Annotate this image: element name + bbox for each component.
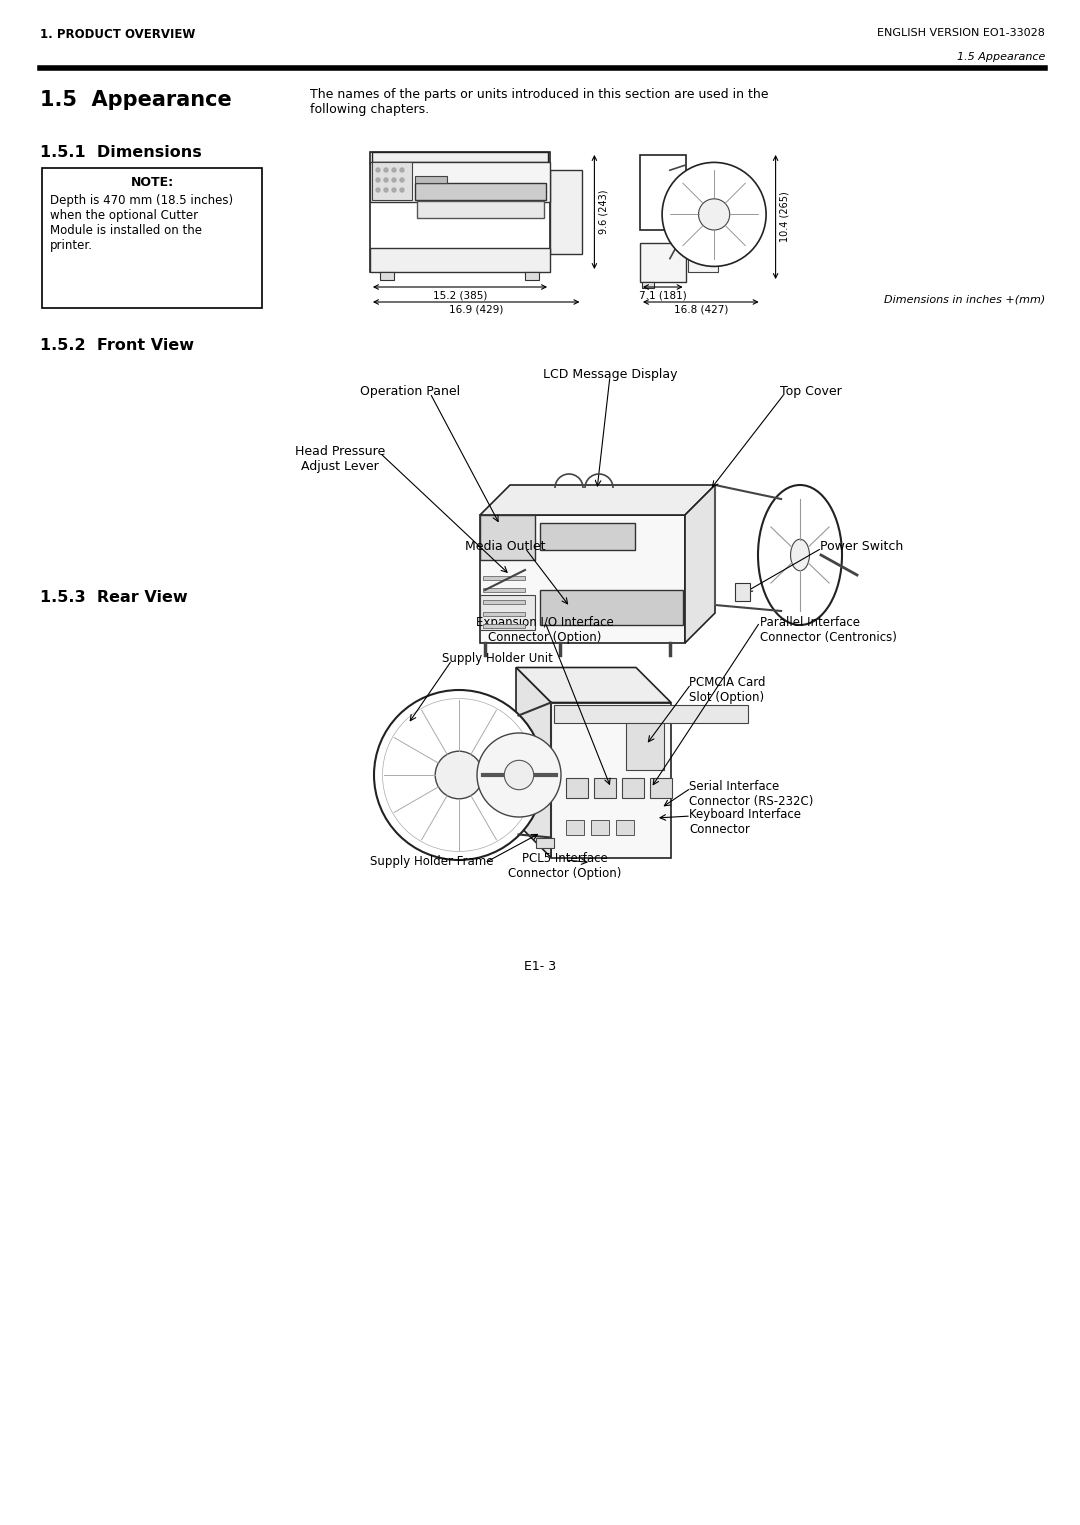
Polygon shape bbox=[540, 590, 683, 625]
Bar bbox=[616, 820, 634, 836]
Bar bbox=[42, 168, 262, 308]
Text: 1. PRODUCT OVERVIEW: 1. PRODUCT OVERVIEW bbox=[40, 27, 195, 41]
Bar bbox=[536, 837, 554, 848]
Text: 16.8 (427): 16.8 (427) bbox=[674, 305, 728, 316]
Bar bbox=[554, 705, 748, 723]
Ellipse shape bbox=[791, 540, 809, 570]
Circle shape bbox=[400, 188, 404, 192]
Bar bbox=[415, 175, 447, 183]
Circle shape bbox=[374, 689, 544, 860]
Bar bbox=[735, 583, 750, 601]
Text: Parallel Interface
Connector (Centronics): Parallel Interface Connector (Centronics… bbox=[760, 616, 896, 644]
Bar bbox=[594, 778, 616, 798]
Circle shape bbox=[400, 178, 404, 181]
Bar bbox=[483, 624, 525, 628]
Text: Supply Holder Unit: Supply Holder Unit bbox=[442, 653, 553, 665]
Text: 16.9 (429): 16.9 (429) bbox=[449, 305, 503, 316]
Text: Serial Interface
Connector (RS-232C): Serial Interface Connector (RS-232C) bbox=[689, 779, 813, 808]
Text: ENGLISH VERSION EO1-33028: ENGLISH VERSION EO1-33028 bbox=[877, 27, 1045, 38]
Text: The names of the parts or units introduced in this section are used in the
follo: The names of the parts or units introduc… bbox=[310, 88, 769, 116]
Text: Operation Panel: Operation Panel bbox=[360, 384, 460, 398]
Bar bbox=[483, 599, 525, 604]
Text: Dimensions in inches +(mm): Dimensions in inches +(mm) bbox=[883, 294, 1045, 305]
Text: 1.5.2  Front View: 1.5.2 Front View bbox=[40, 339, 194, 352]
Bar bbox=[626, 720, 664, 770]
Bar bbox=[591, 820, 609, 836]
Bar bbox=[566, 778, 588, 798]
Bar bbox=[372, 152, 548, 162]
Text: 1.5.1  Dimensions: 1.5.1 Dimensions bbox=[40, 145, 202, 160]
Bar bbox=[483, 576, 525, 580]
Circle shape bbox=[376, 188, 380, 192]
Text: Keyboard Interface
Connector: Keyboard Interface Connector bbox=[689, 808, 801, 836]
Text: Media Outlet: Media Outlet bbox=[464, 540, 545, 554]
Bar bbox=[370, 152, 550, 271]
Bar bbox=[380, 271, 394, 281]
Bar bbox=[415, 183, 546, 200]
Polygon shape bbox=[551, 703, 671, 857]
Bar bbox=[622, 778, 644, 798]
Text: 10.4 (265): 10.4 (265) bbox=[780, 192, 789, 242]
Text: Expansion I/O Interface
Connector (Option): Expansion I/O Interface Connector (Optio… bbox=[476, 616, 613, 644]
Polygon shape bbox=[480, 515, 535, 560]
Bar bbox=[688, 242, 718, 271]
Bar bbox=[550, 169, 582, 255]
Bar bbox=[483, 589, 525, 592]
Circle shape bbox=[662, 162, 766, 267]
Text: 1.5  Appearance: 1.5 Appearance bbox=[40, 90, 232, 110]
Text: PCMCIA Card
Slot (Option): PCMCIA Card Slot (Option) bbox=[689, 676, 766, 705]
Text: 15.2 (385): 15.2 (385) bbox=[433, 290, 487, 300]
Circle shape bbox=[384, 168, 388, 172]
Circle shape bbox=[392, 188, 396, 192]
Bar bbox=[483, 612, 525, 616]
Bar bbox=[370, 249, 550, 271]
Text: LCD Message Display: LCD Message Display bbox=[543, 368, 677, 381]
Text: NOTE:: NOTE: bbox=[131, 175, 174, 189]
Circle shape bbox=[504, 761, 534, 790]
Circle shape bbox=[384, 178, 388, 181]
Text: 1.5.3  Rear View: 1.5.3 Rear View bbox=[40, 590, 188, 605]
Circle shape bbox=[384, 188, 388, 192]
Text: Supply Holder Frame: Supply Holder Frame bbox=[369, 856, 492, 868]
Polygon shape bbox=[480, 485, 715, 515]
Text: PCL5 Interface
Connector (Option): PCL5 Interface Connector (Option) bbox=[509, 852, 622, 880]
Text: Top Cover: Top Cover bbox=[780, 384, 841, 398]
Ellipse shape bbox=[758, 485, 842, 625]
Bar bbox=[566, 820, 584, 836]
Text: Power Switch: Power Switch bbox=[820, 540, 903, 554]
Bar bbox=[640, 154, 686, 230]
Circle shape bbox=[376, 168, 380, 172]
Circle shape bbox=[435, 752, 483, 799]
Circle shape bbox=[392, 168, 396, 172]
Text: Depth is 470 mm (18.5 inches)
when the optional Cutter
Module is installed on th: Depth is 470 mm (18.5 inches) when the o… bbox=[50, 194, 233, 252]
Text: Head Pressure
Adjust Lever: Head Pressure Adjust Lever bbox=[295, 445, 386, 473]
Circle shape bbox=[477, 734, 561, 817]
Bar bbox=[525, 271, 539, 281]
Bar bbox=[642, 282, 654, 288]
Circle shape bbox=[699, 198, 730, 230]
Bar bbox=[650, 778, 672, 798]
Circle shape bbox=[392, 178, 396, 181]
Polygon shape bbox=[540, 523, 635, 551]
Bar bbox=[480, 595, 535, 630]
Polygon shape bbox=[516, 668, 671, 703]
Circle shape bbox=[376, 178, 380, 181]
Text: 9.6 (243): 9.6 (243) bbox=[598, 189, 608, 235]
Bar bbox=[372, 162, 411, 200]
Text: 7.1 (181): 7.1 (181) bbox=[639, 290, 687, 300]
Text: 1.5 Appearance: 1.5 Appearance bbox=[957, 52, 1045, 63]
Polygon shape bbox=[516, 668, 551, 857]
Bar bbox=[417, 201, 544, 218]
Text: E1- 3: E1- 3 bbox=[524, 961, 556, 973]
Bar bbox=[640, 242, 686, 282]
Circle shape bbox=[400, 168, 404, 172]
Polygon shape bbox=[480, 515, 685, 644]
Polygon shape bbox=[685, 485, 715, 644]
Bar bbox=[370, 162, 550, 203]
